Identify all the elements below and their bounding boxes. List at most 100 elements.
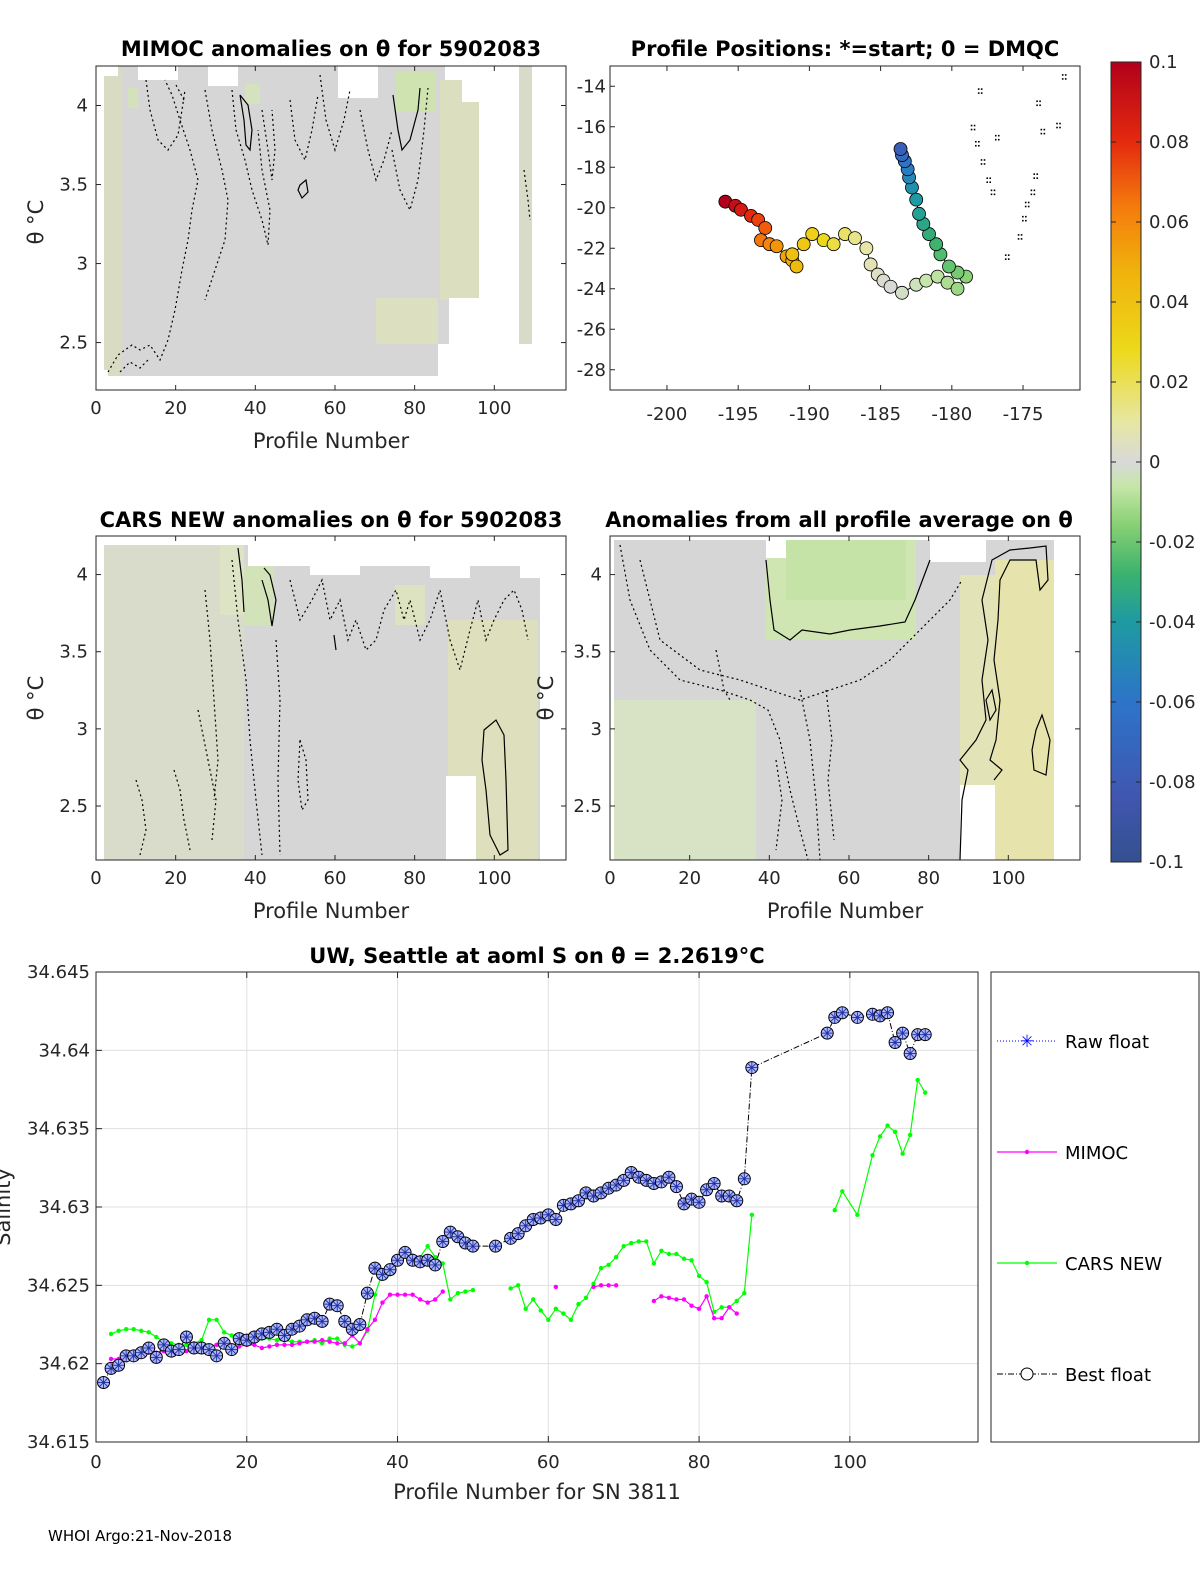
profile-position-marker [940, 275, 955, 290]
mimoc-point [267, 1344, 272, 1349]
cars-new-point [508, 1286, 513, 1291]
raw-float-star-stroke [333, 1301, 342, 1310]
bathymetry-dot [1033, 173, 1036, 175]
footer-credit: WHOI Argo:21-Nov-2018 [48, 1527, 232, 1545]
cars-new-point [583, 1295, 589, 1301]
cars-new-point [734, 1298, 739, 1304]
best-float-marker [881, 1006, 895, 1020]
mimoc-point [357, 1341, 363, 1346]
raw-float-star-stroke [672, 1182, 681, 1191]
raw-float-star-stroke [219, 1339, 229, 1348]
raw-float-star-stroke [423, 1256, 432, 1265]
raw-float-star-stroke [204, 1345, 214, 1354]
legend-label: Raw float [1065, 1032, 1149, 1053]
bathymetry-dot [986, 181, 989, 183]
raw-float-star-stroke [159, 1340, 169, 1350]
profile-position-marker [734, 202, 748, 217]
x-tick-label: 0 [90, 1452, 101, 1473]
best-float-marker [489, 1239, 503, 1253]
asterisk-marker-icon: ✳ [1020, 1032, 1034, 1052]
y-tick-label: 2.5 [59, 333, 88, 354]
best-float-marker [179, 1330, 193, 1344]
colorbar-tick-label: 0 [1149, 452, 1160, 473]
colorbar-tick-label: 0.02 [1149, 372, 1189, 393]
best-float-marker [225, 1343, 239, 1357]
bathymetry-dot [1033, 189, 1036, 192]
best-float-marker [270, 1322, 284, 1336]
bathymetry-dot [990, 193, 993, 196]
y-tick-label: 34.625 [27, 1275, 90, 1296]
best-float-marker [97, 1375, 111, 1389]
mimoc-zero-contours [107, 74, 531, 373]
mimoc-point [553, 1284, 559, 1290]
mimoc-point [591, 1284, 596, 1290]
mimoc-point [417, 1297, 423, 1302]
mimoc-point [651, 1298, 657, 1304]
raw-float-star-stroke [664, 1173, 674, 1182]
cars-new-point [221, 1330, 227, 1335]
raw-float-star-stroke [642, 1176, 651, 1185]
raw-float-star-stroke [461, 1238, 470, 1248]
mimoc-point [380, 1300, 385, 1305]
mimoc-point [274, 1342, 280, 1348]
cars-new-point [455, 1290, 461, 1296]
cars-new-point [892, 1129, 898, 1135]
mimoc-anomaly-panel: MIMOC anomalies on θ for 5902083 [24, 37, 567, 453]
cars-new-point [832, 1207, 837, 1213]
best-float-marker [210, 1349, 224, 1363]
bathymetry-dot [977, 92, 980, 94]
x-tick-label: 20 [678, 868, 701, 889]
x-tick-label: 60 [838, 868, 861, 889]
positions-axes-box [609, 65, 1081, 391]
cars-new-point [576, 1301, 581, 1307]
x-tick-label: 80 [403, 398, 426, 419]
cars-new-point [877, 1134, 883, 1139]
mimoc-point [327, 1339, 332, 1344]
salinity-legend: ✳ Raw float MIMOC CARS NEW Best float [990, 971, 1200, 1443]
best-float-marker [149, 1350, 163, 1364]
cars-new-point [561, 1311, 566, 1316]
profile-position-marker [796, 237, 811, 252]
cars-new-point [448, 1297, 453, 1302]
positions-ticks: -200 -195 -190 -185 -180 -175 -14 -16 -18 -20 -22 -… [577, 66, 1044, 425]
y-tick-label: -26 [577, 319, 606, 340]
cars-new-point [900, 1151, 905, 1156]
circle-marker-icon [1020, 1367, 1034, 1381]
raw-float-star-stroke [709, 1179, 719, 1188]
salinity-ylabel: Salinity [0, 1168, 15, 1246]
bathymetry-dot [1040, 132, 1043, 135]
allprof-xlabel: Profile Number [767, 899, 924, 923]
bathymetry-dot [1056, 126, 1058, 129]
bathymetry-dot [1059, 122, 1061, 125]
cars-new-point [659, 1248, 664, 1254]
cars-new-point [139, 1328, 144, 1333]
cars-new-point [538, 1308, 543, 1313]
x-tick-label: -200 [647, 404, 688, 425]
profile-position-marker [789, 259, 804, 274]
mimoc-point [711, 1316, 717, 1321]
colorbar-tick-label: 0.04 [1149, 292, 1189, 313]
bathymetry-dot [975, 144, 977, 147]
raw-float-star-stroke [491, 1241, 500, 1251]
best-float-marker [315, 1314, 329, 1328]
raw-float-star-stroke [732, 1196, 741, 1205]
bathymetry-dot [1020, 238, 1023, 240]
mimoc-point [674, 1297, 679, 1302]
bathymetry-dot [978, 140, 980, 143]
y-tick-label: 4 [77, 565, 88, 586]
x-tick-label: -175 [1003, 404, 1044, 425]
cars-new-point [591, 1281, 596, 1286]
bathymetry-dot [1039, 104, 1041, 107]
mimoc-point [289, 1342, 295, 1348]
raw-float-star-stroke [544, 1210, 553, 1220]
bathymetry-dot [993, 193, 996, 196]
mimoc-point [402, 1292, 408, 1297]
x-tick-label: 60 [537, 1452, 560, 1473]
legend-entry-cars-new: CARS NEW [997, 1254, 1162, 1275]
cars-new-point [629, 1240, 634, 1246]
cars-new-point [515, 1283, 521, 1288]
mimoc-panel-title: MIMOC anomalies on θ for 5902083 [121, 37, 541, 61]
best-float-marker [511, 1227, 525, 1241]
y-tick-label: 3 [77, 719, 88, 740]
bathymetry-dot [1036, 104, 1038, 107]
